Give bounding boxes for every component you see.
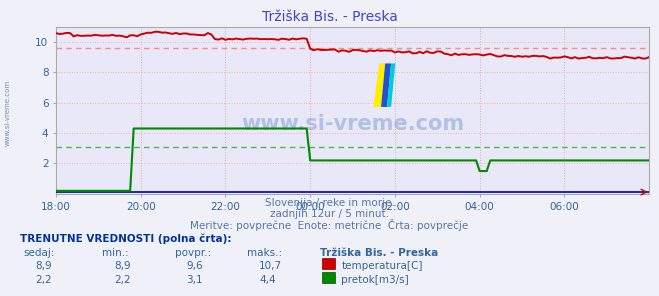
Text: Tržiška Bis. - Preska: Tržiška Bis. - Preska [320, 248, 438, 258]
Text: 10,7: 10,7 [259, 261, 282, 271]
Text: sedaj:: sedaj: [23, 248, 55, 258]
Text: 9,6: 9,6 [186, 261, 203, 271]
Polygon shape [373, 63, 386, 107]
Text: 3,1: 3,1 [186, 275, 203, 285]
Polygon shape [387, 63, 395, 107]
Text: TRENUTNE VREDNOSTI (polna črta):: TRENUTNE VREDNOSTI (polna črta): [20, 234, 231, 244]
Text: maks.:: maks.: [247, 248, 282, 258]
Text: zadnjih 12ur / 5 minut.: zadnjih 12ur / 5 minut. [270, 209, 389, 219]
Polygon shape [381, 63, 391, 107]
Text: 8,9: 8,9 [35, 261, 51, 271]
Text: 2,2: 2,2 [114, 275, 130, 285]
Text: Tržiška Bis. - Preska: Tržiška Bis. - Preska [262, 10, 397, 24]
Text: temperatura[C]: temperatura[C] [341, 261, 423, 271]
Text: povpr.:: povpr.: [175, 248, 211, 258]
Text: min.:: min.: [102, 248, 129, 258]
Text: www.si-vreme.com: www.si-vreme.com [5, 79, 11, 146]
Text: www.si-vreme.com: www.si-vreme.com [241, 114, 464, 133]
Text: 2,2: 2,2 [35, 275, 51, 285]
Text: pretok[m3/s]: pretok[m3/s] [341, 275, 409, 285]
Text: 8,9: 8,9 [114, 261, 130, 271]
Text: 4,4: 4,4 [259, 275, 275, 285]
Text: Meritve: povprečne  Enote: metrične  Črta: povprečje: Meritve: povprečne Enote: metrične Črta:… [190, 219, 469, 231]
Text: Slovenija / reke in morje.: Slovenija / reke in morje. [264, 198, 395, 208]
